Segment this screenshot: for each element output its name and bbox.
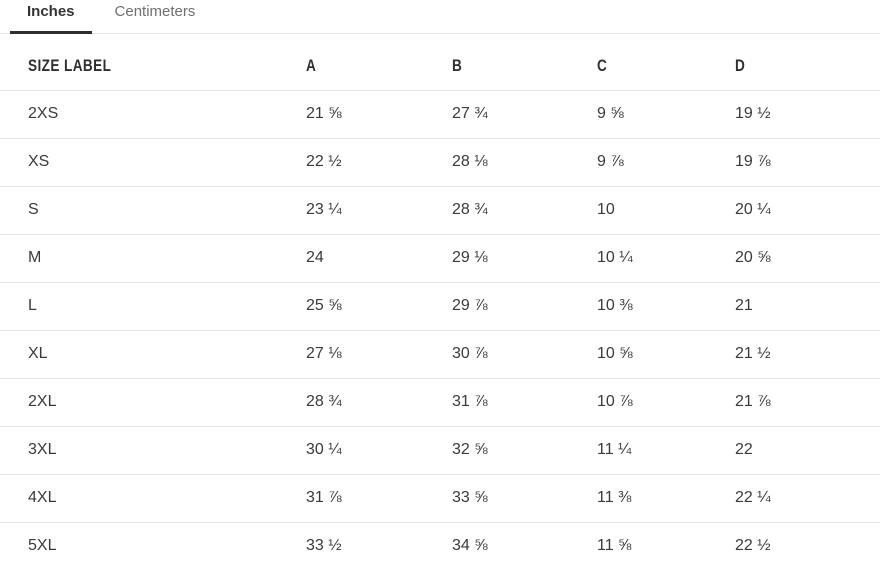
measurement-cell-c: 10 ⅜ xyxy=(597,281,735,330)
measurement-cell-b: 28 ⅛ xyxy=(452,137,597,186)
table-row: M 24 29 ⅛ 10 ¼ 20 ⅝ xyxy=(0,233,880,282)
size-cell: 2XL xyxy=(0,377,306,426)
measurement-cell-a: 33 ½ xyxy=(306,521,452,564)
measurement-cell-c: 9 ⅞ xyxy=(597,137,735,186)
tab-inches[interactable]: Inches xyxy=(10,0,92,34)
measurement-cell-a: 30 ¼ xyxy=(306,425,452,474)
measurement-cell-d: 22 xyxy=(735,425,880,474)
header-b: B xyxy=(452,55,463,75)
header-row: SIZE LABEL A B C D xyxy=(0,34,880,90)
measurement-cell-d: 21 xyxy=(735,281,880,330)
table-row: 2XL 28 ¾ 31 ⅞ 10 ⅞ 21 ⅞ xyxy=(0,377,880,426)
table-row: 2XS 21 ⅝ 27 ¾ 9 ⅝ 19 ½ xyxy=(0,89,880,138)
table-row: XL 27 ⅛ 30 ⅞ 10 ⅝ 21 ½ xyxy=(0,329,880,378)
measurement-cell-d: 21 ½ xyxy=(735,329,880,378)
measurement-cell-c: 11 ⅝ xyxy=(597,521,735,564)
table-row: S 23 ¼ 28 ¾ 10 20 ¼ xyxy=(0,185,880,234)
size-cell: L xyxy=(0,281,306,330)
measurement-cell-c: 10 xyxy=(597,185,735,234)
measurement-cell-c: 11 ⅜ xyxy=(597,473,735,522)
measurement-cell-d: 19 ⅞ xyxy=(735,137,880,186)
measurement-cell-b: 34 ⅝ xyxy=(452,521,597,564)
size-cell: 4XL xyxy=(0,473,306,522)
table-row: XS 22 ½ 28 ⅛ 9 ⅞ 19 ⅞ xyxy=(0,137,880,186)
measurement-cell-a: 28 ¾ xyxy=(306,377,452,426)
measurement-cell-a: 25 ⅝ xyxy=(306,281,452,330)
measurement-cell-d: 20 ¼ xyxy=(735,185,880,234)
measurement-cell-b: 30 ⅞ xyxy=(452,329,597,378)
measurement-cell-d: 21 ⅞ xyxy=(735,377,880,426)
measurement-cell-a: 22 ½ xyxy=(306,137,452,186)
size-cell: M xyxy=(0,233,306,282)
table-row: 5XL 33 ½ 34 ⅝ 11 ⅝ 22 ½ xyxy=(0,521,880,564)
header-size-label: SIZE LABEL xyxy=(28,55,112,75)
measurement-cell-c: 10 ¼ xyxy=(597,233,735,282)
measurement-cell-d: 22 ¼ xyxy=(735,473,880,522)
measurement-cell-b: 29 ⅛ xyxy=(452,233,597,282)
measurement-cell-b: 31 ⅞ xyxy=(452,377,597,426)
tab-inches-label: Inches xyxy=(27,3,75,20)
size-cell: XS xyxy=(0,137,306,186)
measurement-cell-a: 31 ⅞ xyxy=(306,473,452,522)
measurement-cell-c: 9 ⅝ xyxy=(597,89,735,138)
measurement-cell-a: 24 xyxy=(306,233,452,282)
size-cell: 2XS xyxy=(0,89,306,138)
size-cell: 3XL xyxy=(0,425,306,474)
measurement-cell-d: 22 ½ xyxy=(735,521,880,564)
measurement-cell-b: 27 ¾ xyxy=(452,89,597,138)
measurement-cell-d: 19 ½ xyxy=(735,89,880,138)
measurement-cell-b: 28 ¾ xyxy=(452,185,597,234)
tab-centimeters-label: Centimeters xyxy=(114,3,196,20)
table-row: L 25 ⅝ 29 ⅞ 10 ⅜ 21 xyxy=(0,281,880,330)
measurement-cell-b: 32 ⅝ xyxy=(452,425,597,474)
size-cell: S xyxy=(0,185,306,234)
measurement-cell-c: 11 ¼ xyxy=(597,425,735,474)
header-a: A xyxy=(306,55,317,75)
tab-centimeters[interactable]: Centimeters xyxy=(98,0,213,33)
measurement-cell-a: 27 ⅛ xyxy=(306,329,452,378)
measurement-cell-a: 21 ⅝ xyxy=(306,89,452,138)
header-d: D xyxy=(735,55,746,75)
table-row: 4XL 31 ⅞ 33 ⅝ 11 ⅜ 22 ¼ xyxy=(0,473,880,522)
measurement-cell-b: 33 ⅝ xyxy=(452,473,597,522)
measurement-cell-c: 10 ⅞ xyxy=(597,377,735,426)
header-c: C xyxy=(597,55,608,75)
size-cell: 5XL xyxy=(0,521,306,564)
size-cell: XL xyxy=(0,329,306,378)
measurement-cell-d: 20 ⅝ xyxy=(735,233,880,282)
measurement-cell-c: 10 ⅝ xyxy=(597,329,735,378)
unit-tabs: Inches Centimeters xyxy=(0,0,880,34)
measurement-cell-b: 29 ⅞ xyxy=(452,281,597,330)
size-chart-table: SIZE LABEL A B C D 2XS 21 ⅝ 27 ¾ 9 ⅝ 19 … xyxy=(0,34,880,564)
measurement-cell-a: 23 ¼ xyxy=(306,185,452,234)
table-row: 3XL 30 ¼ 32 ⅝ 11 ¼ 22 xyxy=(0,425,880,474)
